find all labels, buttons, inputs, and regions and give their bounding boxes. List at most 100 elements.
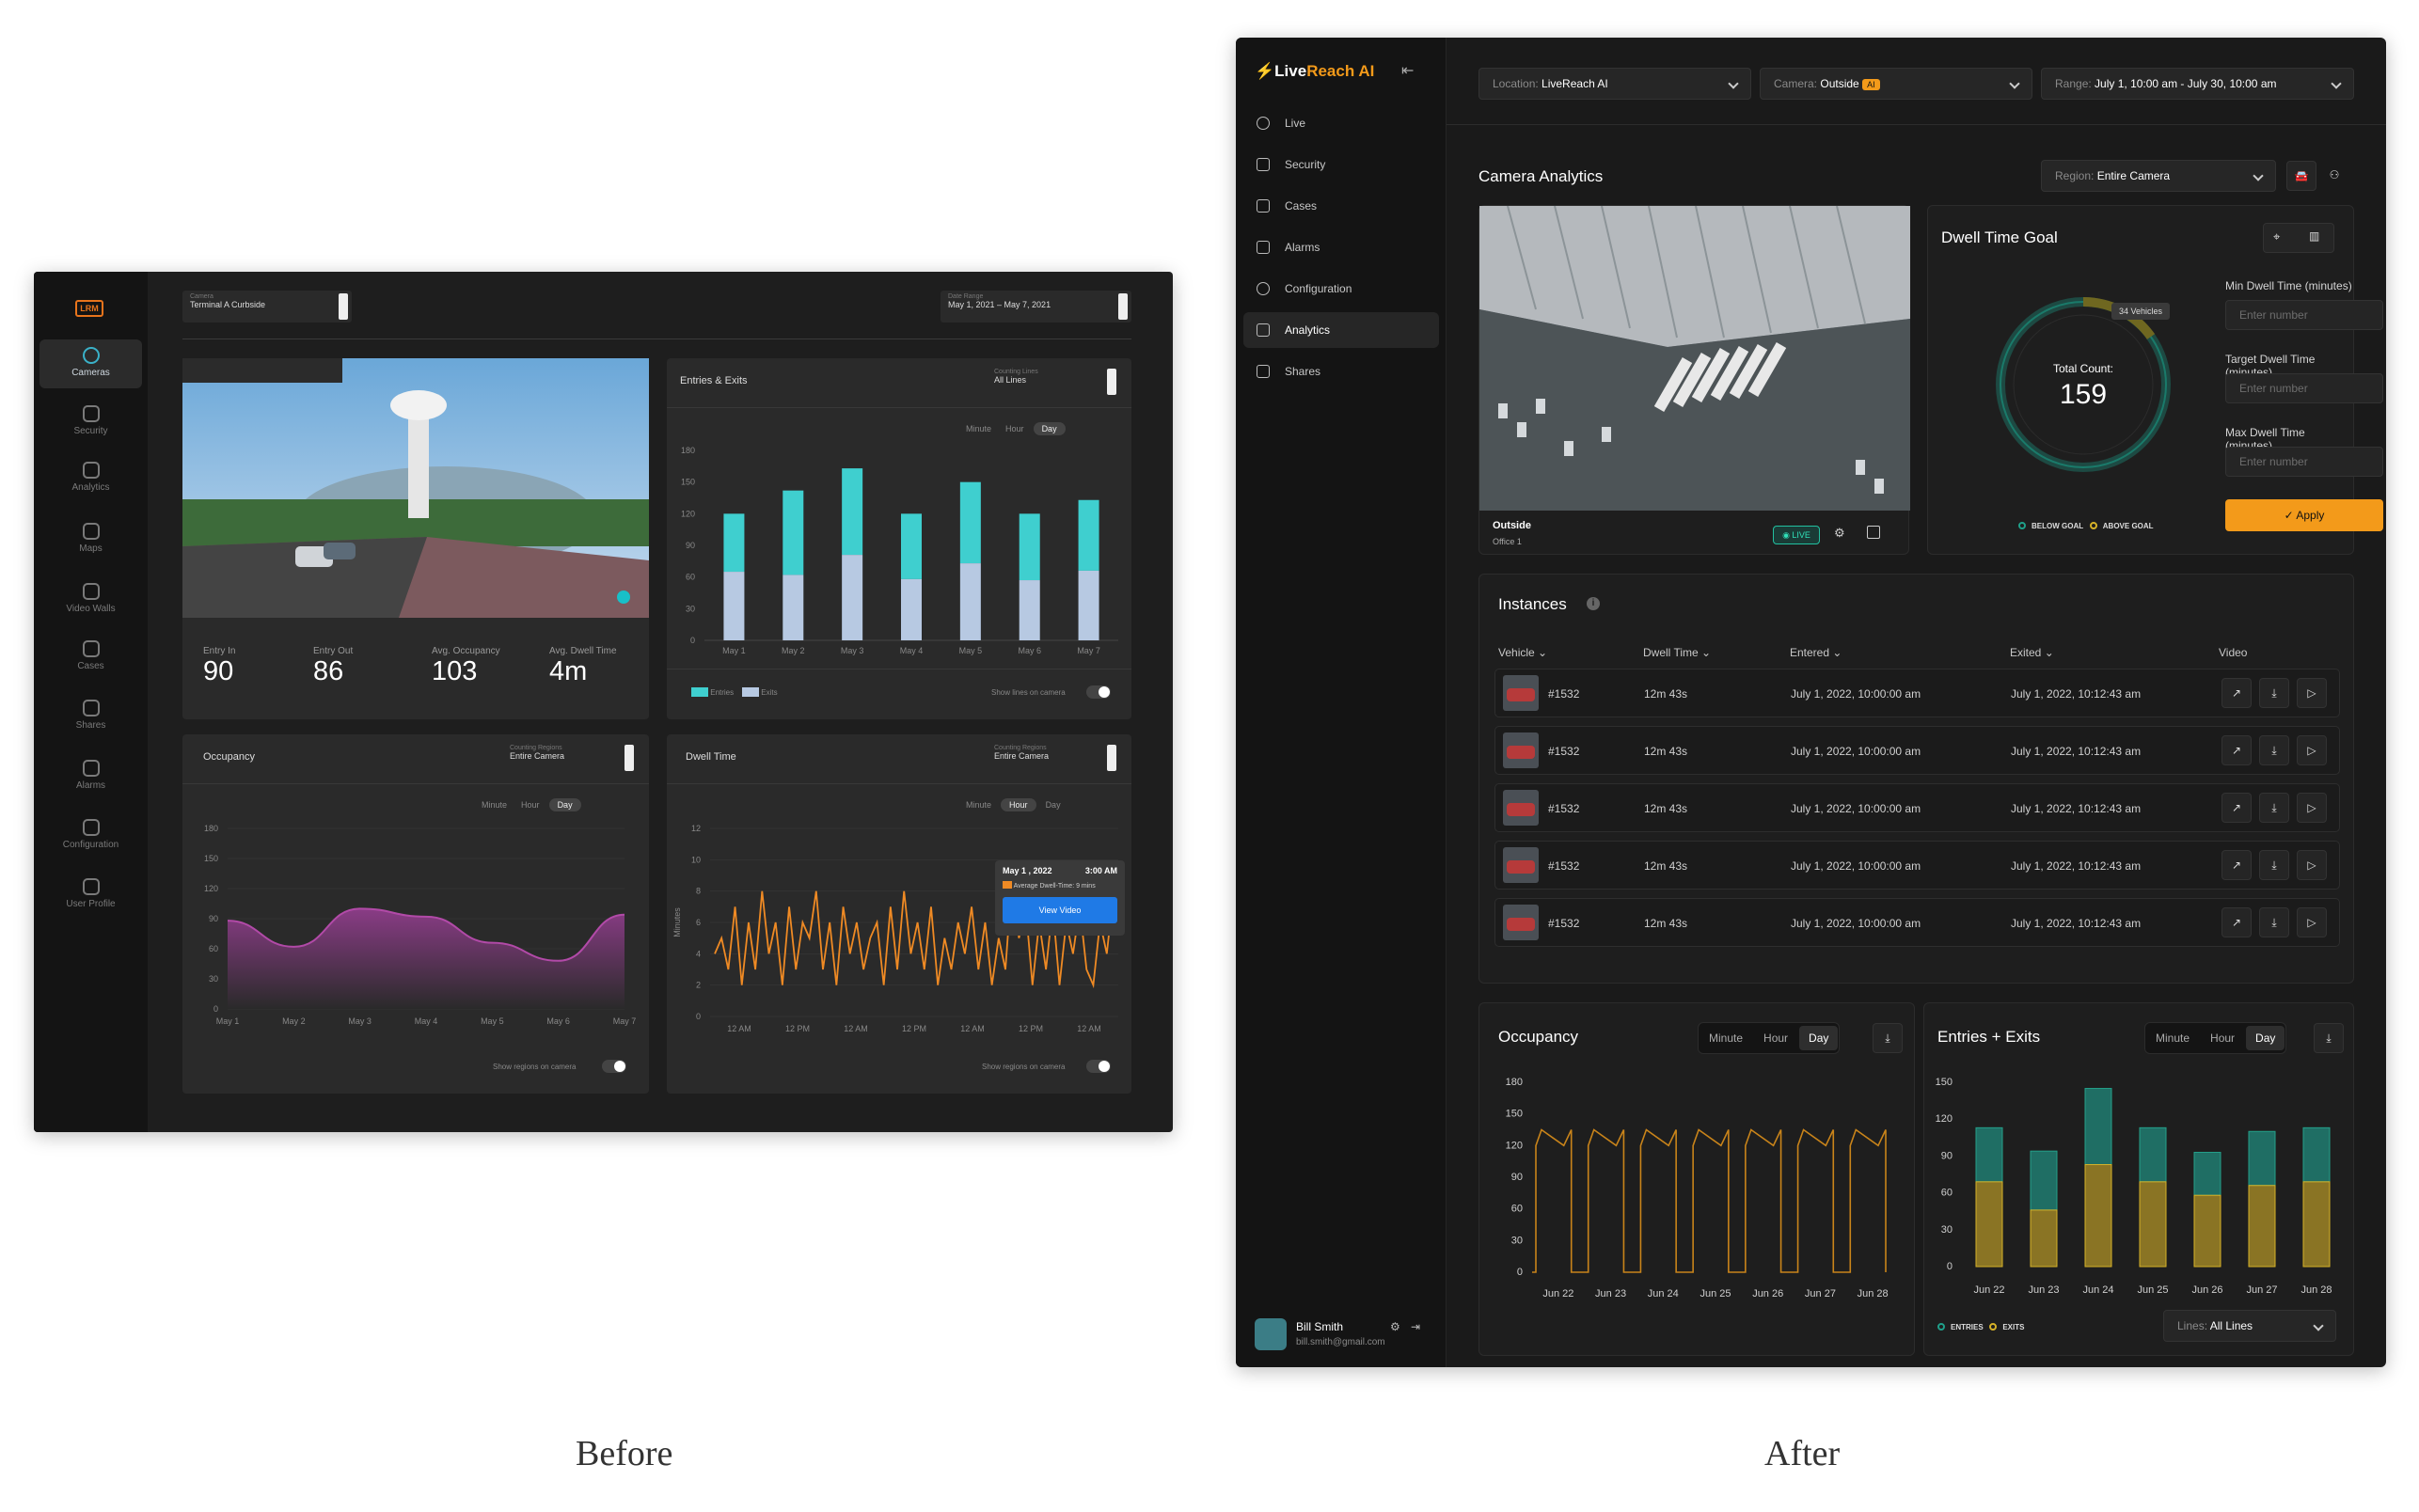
bar-chart-icon[interactable]: ▥ (2309, 229, 2320, 243)
camera-location: Office 1 (1493, 537, 1522, 546)
people-mode-button[interactable]: ⚇ (2329, 168, 2340, 181)
play-video-button[interactable]: ▷ (2297, 907, 2327, 937)
sidebar-item-user-profile[interactable]: User Profile (40, 871, 142, 920)
avatar[interactable] (1255, 1318, 1287, 1350)
apply-button[interactable]: ✓ Apply (2225, 499, 2383, 531)
collapse-sidebar-icon[interactable]: ⇤ (1401, 63, 1415, 79)
camera-filter[interactable]: Camera: Outside AI (1760, 68, 2032, 100)
airport-camera-feed[interactable] (182, 358, 649, 618)
share-video-button[interactable]: ↗ (2221, 850, 2252, 880)
seg-minute[interactable]: Minute (1709, 1032, 1744, 1045)
seg-day[interactable]: Day (1045, 800, 1061, 810)
seg-hour[interactable]: Hour (1005, 424, 1024, 433)
table-row[interactable]: #1532 12m 43s July 1, 2022, 10:00:00 am … (1494, 841, 2340, 890)
x-tick-label: May 2 (782, 646, 805, 655)
sidebar-item-maps[interactable]: Maps (40, 515, 142, 564)
region-select[interactable]: Region: Entire Camera (2041, 160, 2276, 192)
seg-day[interactable]: Day (1033, 422, 1066, 435)
seg-minute[interactable]: Minute (966, 800, 992, 810)
share-video-button[interactable]: ↗ (2221, 735, 2252, 765)
outside-camera-feed[interactable] (1479, 206, 1910, 511)
toggle-label: Show lines on camera (991, 688, 1066, 697)
expand-icon[interactable] (1867, 526, 1880, 539)
seg-minute[interactable]: Minute (482, 800, 508, 810)
sidebar-item-cases[interactable]: Cases (1243, 188, 1439, 224)
seg-day[interactable]: Day (2246, 1026, 2285, 1050)
date-range-select[interactable]: Date Range May 1, 2021 – May 7, 2021 (941, 291, 1131, 323)
download-video-button[interactable]: ⤓ (2259, 907, 2289, 937)
download-video-button[interactable]: ⤓ (2259, 735, 2289, 765)
counting-regions-select[interactable]: Counting Regions Entire Camera (987, 742, 1120, 774)
sidebar-item-alarms[interactable]: Alarms (1243, 229, 1439, 265)
play-video-button[interactable]: ▷ (2297, 793, 2327, 823)
sidebar-item-configuration[interactable]: Configuration (1243, 271, 1439, 307)
share-video-button[interactable]: ↗ (2221, 793, 2252, 823)
min-dwell-input[interactable]: Enter number (2225, 300, 2383, 330)
seg-day[interactable]: Day (1799, 1026, 1839, 1050)
col-exited[interactable]: Exited ⌄ (2010, 646, 2054, 659)
y-tick-label: 180 (1506, 1077, 1523, 1088)
col-dwell-time[interactable]: Dwell Time ⌄ (1643, 646, 1712, 659)
sidebar-item-cameras[interactable]: Cameras (40, 339, 142, 388)
download-video-button[interactable]: ⤓ (2259, 793, 2289, 823)
counting-regions-select[interactable]: Counting Regions Entire Camera (502, 742, 638, 774)
camera-card: Outside Office 1 ◉ LIVE ⚙ (1478, 205, 1910, 555)
sidebar-item-shares[interactable]: Shares (40, 692, 142, 741)
play-video-button[interactable]: ▷ (2297, 850, 2327, 880)
settings-gear-icon[interactable]: ⚙ (1390, 1320, 1400, 1333)
sidebar-item-live[interactable]: Live (1243, 105, 1439, 141)
seg-hour[interactable]: Hour (1763, 1032, 1789, 1045)
table-row[interactable]: #1532 12m 43s July 1, 2022, 10:00:00 am … (1494, 783, 2340, 832)
seg-minute[interactable]: Minute (966, 424, 992, 433)
seg-hour[interactable]: Hour (2210, 1032, 2236, 1045)
sidebar-item-configuration[interactable]: Configuration (40, 811, 142, 860)
download-button[interactable]: ⤓ (1873, 1023, 1903, 1053)
counting-lines-select[interactable]: Counting Lines All Lines (987, 366, 1120, 398)
seg-hour[interactable]: Hour (1001, 798, 1036, 811)
sidebar-item-analytics[interactable]: Analytics (1243, 312, 1439, 348)
table-row[interactable]: #1532 12m 43s July 1, 2022, 10:00:00 am … (1494, 726, 2340, 775)
location-filter[interactable]: Location: LiveReach AI (1478, 68, 1751, 100)
seg-minute[interactable]: Minute (2156, 1032, 2190, 1045)
nav-label: Configuration (1285, 282, 1352, 295)
camera-name: Outside (1493, 520, 1531, 531)
info-icon[interactable]: i (1587, 597, 1600, 610)
camera-settings-icon[interactable]: ⚙ (1834, 526, 1845, 540)
download-video-button[interactable]: ⤓ (2259, 678, 2289, 708)
lines-select[interactable]: Lines: All Lines (2163, 1310, 2336, 1342)
sidebar-item-security[interactable]: Security (40, 398, 142, 447)
play-video-button[interactable]: ▷ (2297, 678, 2327, 708)
sidebar-item-shares[interactable]: Shares (1243, 354, 1439, 389)
table-row[interactable]: #1532 12m 43s July 1, 2022, 10:00:00 am … (1494, 898, 2340, 947)
view-video-button[interactable]: View Video (1003, 897, 1117, 923)
occupancy-line (227, 907, 625, 962)
stats-row: Entry In 90 Entry Out 86 Avg. Occupancy 103… (182, 618, 649, 719)
show-lines-toggle[interactable] (1086, 685, 1111, 699)
range-filter[interactable]: Range: July 1, 10:00 am - July 30, 10:00… (2041, 68, 2354, 100)
seg-day[interactable]: Day (548, 798, 581, 811)
vehicle-mode-button[interactable]: 🚘 (2286, 161, 2316, 191)
share-video-button[interactable]: ↗ (2221, 678, 2252, 708)
seg-hour[interactable]: Hour (521, 800, 540, 810)
show-regions-toggle[interactable] (602, 1060, 626, 1073)
table-row[interactable]: #1532 12m 43s July 1, 2022, 10:00:00 am … (1494, 669, 2340, 717)
col-vehicle[interactable]: Vehicle ⌄ (1498, 646, 1548, 659)
target-dwell-input[interactable]: Enter number (2225, 373, 2383, 403)
sidebar-item-analytics[interactable]: Analytics (40, 454, 142, 503)
bar-entries (1078, 499, 1099, 571)
sidebar-item-alarms[interactable]: Alarms (40, 752, 142, 801)
play-video-button[interactable]: ▷ (2297, 735, 2327, 765)
share-video-button[interactable]: ↗ (2221, 907, 2252, 937)
max-dwell-input[interactable]: Enter number (2225, 447, 2383, 477)
camera-select[interactable]: Camera Terminal A Curbside (182, 291, 352, 323)
download-video-button[interactable]: ⤓ (2259, 850, 2289, 880)
show-regions-toggle[interactable] (1086, 1060, 1111, 1073)
sidebar-item-cases[interactable]: Cases (40, 633, 142, 682)
chevron-down-icon (2009, 78, 2020, 89)
logout-icon[interactable]: ⇥ (1411, 1320, 1421, 1333)
sidebar-item-security[interactable]: Security (1243, 147, 1439, 182)
col-entered[interactable]: Entered ⌄ (1790, 646, 1842, 659)
target-icon[interactable]: ⌖ (2273, 229, 2281, 244)
download-button[interactable]: ⤓ (2314, 1023, 2344, 1053)
sidebar-item-video-walls[interactable]: Video Walls (40, 575, 142, 624)
